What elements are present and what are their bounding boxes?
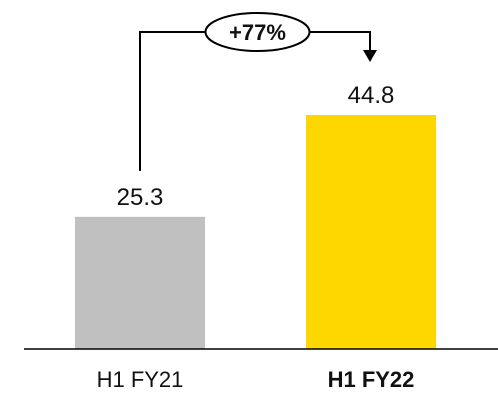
value-label-2: 44.8	[348, 82, 395, 109]
bars-group	[75, 114, 436, 349]
labels-group: 25.3 H1 FY21 44.8 H1 FY22	[97, 82, 415, 392]
annotation-label: +77%	[229, 20, 286, 45]
bar-2	[306, 114, 436, 349]
annotation-arrowhead	[363, 49, 377, 62]
growth-annotation: +77%	[139, 12, 377, 171]
bar-1	[75, 216, 205, 349]
value-label-1: 25.3	[117, 184, 164, 211]
category-label-2: H1 FY22	[328, 367, 415, 392]
category-label-1: H1 FY21	[97, 367, 184, 392]
annotation-badge	[204, 12, 311, 52]
